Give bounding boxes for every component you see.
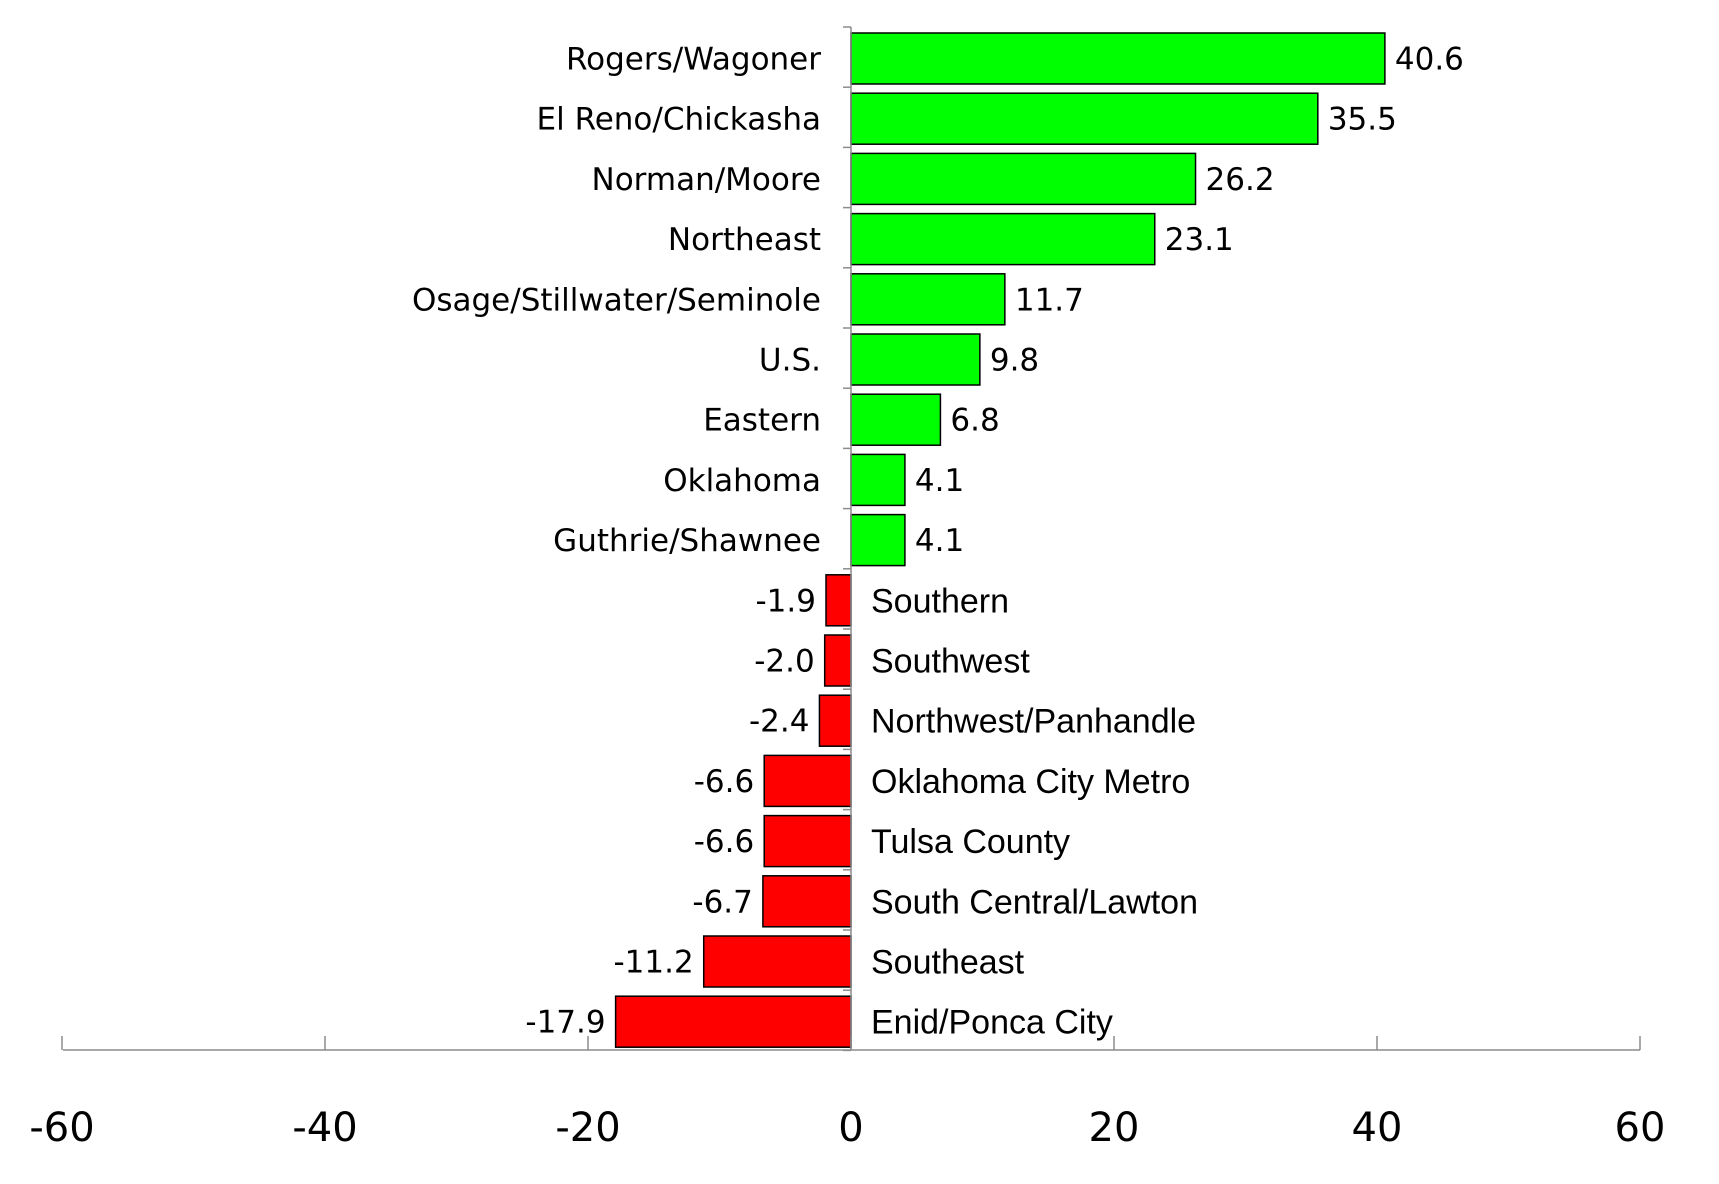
- value-label-northwest-panhandle: -2.4: [749, 704, 810, 740]
- category-label-rogers-wagoner: Rogers/Wagoner: [566, 42, 821, 78]
- value-label-southern: -1.9: [756, 583, 817, 619]
- category-label-norman-moore: Norman/Moore: [592, 162, 821, 198]
- value-label-southeast: -11.2: [614, 945, 694, 981]
- category-label-northwest-panhandle: Northwest/Panhandle: [871, 703, 1196, 741]
- value-label-tulsa-county: -6.6: [694, 824, 755, 860]
- value-label-rogers-wagoner: 40.6: [1395, 42, 1464, 78]
- bar-oklahoma-city-metro: [763, 754, 852, 808]
- bar-rogers-wagoner: [850, 32, 1386, 85]
- value-label-enid-ponca-city: -17.9: [525, 1005, 605, 1041]
- value-label-el-reno-chickasha: 35.5: [1328, 102, 1397, 138]
- bar-eastern: [850, 393, 942, 446]
- bar-southern: [825, 574, 852, 627]
- value-label-south-central-lawton: -6.7: [692, 884, 753, 920]
- bar-southwest: [823, 634, 852, 687]
- category-label-northeast: Northeast: [668, 222, 821, 258]
- category-label-u-s: U.S.: [759, 343, 821, 379]
- bar-u-s: [850, 333, 981, 386]
- bar-northeast: [850, 212, 1156, 266]
- category-label-southern: Southern: [871, 582, 1009, 620]
- category-label-south-central-lawton: South Central/Lawton: [871, 883, 1198, 921]
- bar-guthrie-shawnee: [850, 513, 906, 567]
- bar-southeast: [702, 935, 852, 988]
- value-label-eastern: 6.8: [950, 403, 999, 439]
- axes-group: -60 -40 -20 0 20 40 60: [29, 26, 1666, 1151]
- value-label-u-s: 9.8: [990, 343, 1039, 379]
- bar-oklahoma: [850, 453, 906, 507]
- category-label-enid-ponca-city: Enid/Ponca City: [871, 1004, 1113, 1042]
- value-label-northeast: 23.1: [1165, 222, 1234, 258]
- bar-south-central-lawton: [762, 875, 852, 928]
- bar-enid-ponca-city: [614, 995, 852, 1048]
- x-tick-label-20: 20: [1089, 1105, 1140, 1151]
- category-label-el-reno-chickasha: El Reno/Chickasha: [537, 102, 821, 138]
- category-label-guthrie-shawnee: Guthrie/Shawnee: [553, 523, 821, 559]
- labels-group: Rogers/Wagoner 40.6 El Reno/Chickasha 35.5 N…: [412, 42, 1464, 1042]
- category-label-oklahoma: Oklahoma: [663, 463, 821, 499]
- value-label-oklahoma: 4.1: [915, 463, 964, 499]
- x-tick-label-neg20: -20: [555, 1105, 620, 1151]
- bar-osage-stillwater-seminole: [850, 273, 1006, 326]
- category-label-southeast: Southeast: [871, 944, 1025, 982]
- category-label-oklahoma-city-metro: Oklahoma City Metro: [871, 763, 1190, 801]
- x-tick-label-neg40: -40: [292, 1105, 357, 1151]
- value-label-guthrie-shawnee: 4.1: [915, 523, 964, 559]
- x-tick-label-neg60: -60: [29, 1105, 94, 1151]
- category-label-tulsa-county: Tulsa County: [871, 823, 1070, 861]
- bars-group: [614, 32, 1386, 1048]
- value-label-osage-stillwater-seminole: 11.7: [1015, 282, 1084, 318]
- category-label-osage-stillwater-seminole: Osage/Stillwater/Seminole: [412, 282, 821, 318]
- bar-norman-moore: [850, 152, 1197, 206]
- value-label-oklahoma-city-metro: -6.6: [694, 764, 755, 800]
- category-label-eastern: Eastern: [703, 403, 821, 439]
- x-tick-label-60: 60: [1615, 1105, 1666, 1151]
- bar-el-reno-chickasha: [850, 92, 1319, 145]
- x-tick-label-0: 0: [838, 1105, 863, 1151]
- value-label-southwest: -2.0: [754, 644, 815, 680]
- category-label-southwest: Southwest: [871, 643, 1030, 681]
- bar-northwest-panhandle: [818, 694, 852, 747]
- bar-tulsa-county: [763, 814, 852, 868]
- x-tick-label-40: 40: [1352, 1105, 1403, 1151]
- value-label-norman-moore: 26.2: [1206, 162, 1275, 198]
